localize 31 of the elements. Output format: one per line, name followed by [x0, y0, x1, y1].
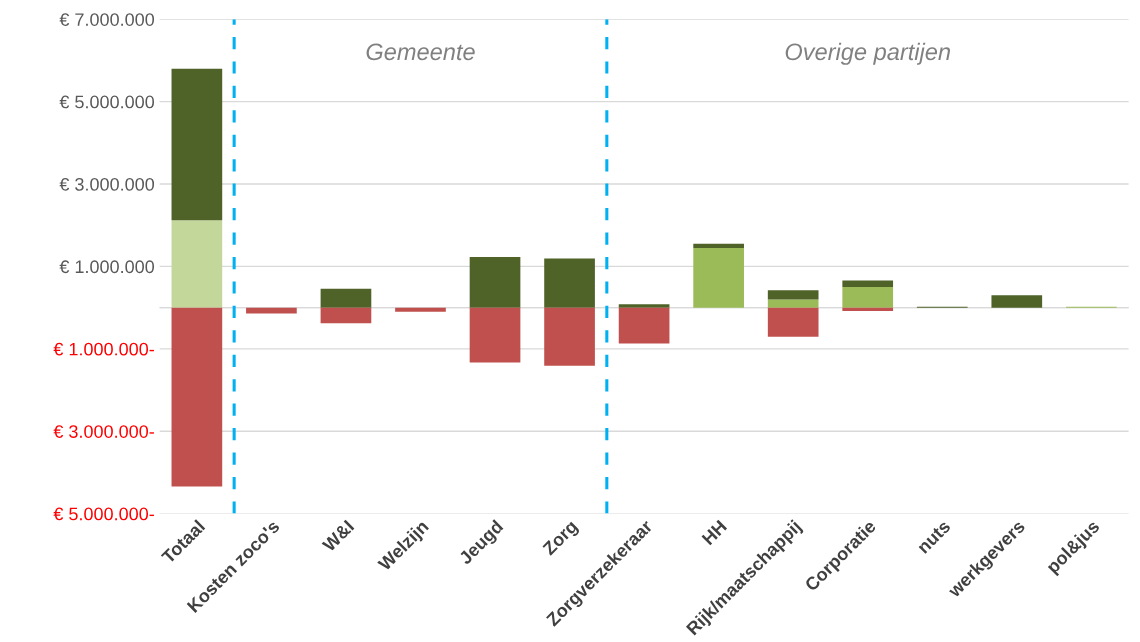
bar [544, 307, 595, 366]
x-tick-label: W&I [321, 519, 355, 553]
bar [693, 247, 744, 308]
bar [693, 243, 744, 248]
bar [171, 220, 223, 308]
bar [767, 290, 819, 300]
bar [842, 287, 894, 308]
bar [842, 280, 894, 288]
y-tick-label: € 1.000.000 [59, 260, 155, 274]
y-tick-label: € 7.000.000 [59, 13, 155, 26]
y-tick-label: € 5.000.000 [59, 95, 155, 109]
y-tick-label: € 5.000.000- [53, 507, 154, 521]
bar [544, 258, 595, 308]
annotation: Overige partijen [785, 42, 950, 65]
bar [320, 288, 372, 308]
annotation: Gemeente [366, 43, 475, 61]
bar [469, 256, 521, 308]
bar [618, 304, 670, 308]
bar [618, 307, 670, 344]
bar [767, 299, 819, 308]
bar [171, 307, 223, 487]
bar [767, 307, 819, 337]
bar [320, 307, 372, 324]
y-tick-label: € 3.000.000- [53, 425, 154, 438]
bar [171, 68, 223, 221]
y-tick-label: € 3.000.000 [59, 177, 155, 191]
bar [842, 307, 894, 311]
y-tick-label: € 1.000.000- [53, 342, 154, 356]
bar [991, 295, 1043, 308]
bar [395, 307, 446, 312]
bar [469, 307, 521, 363]
